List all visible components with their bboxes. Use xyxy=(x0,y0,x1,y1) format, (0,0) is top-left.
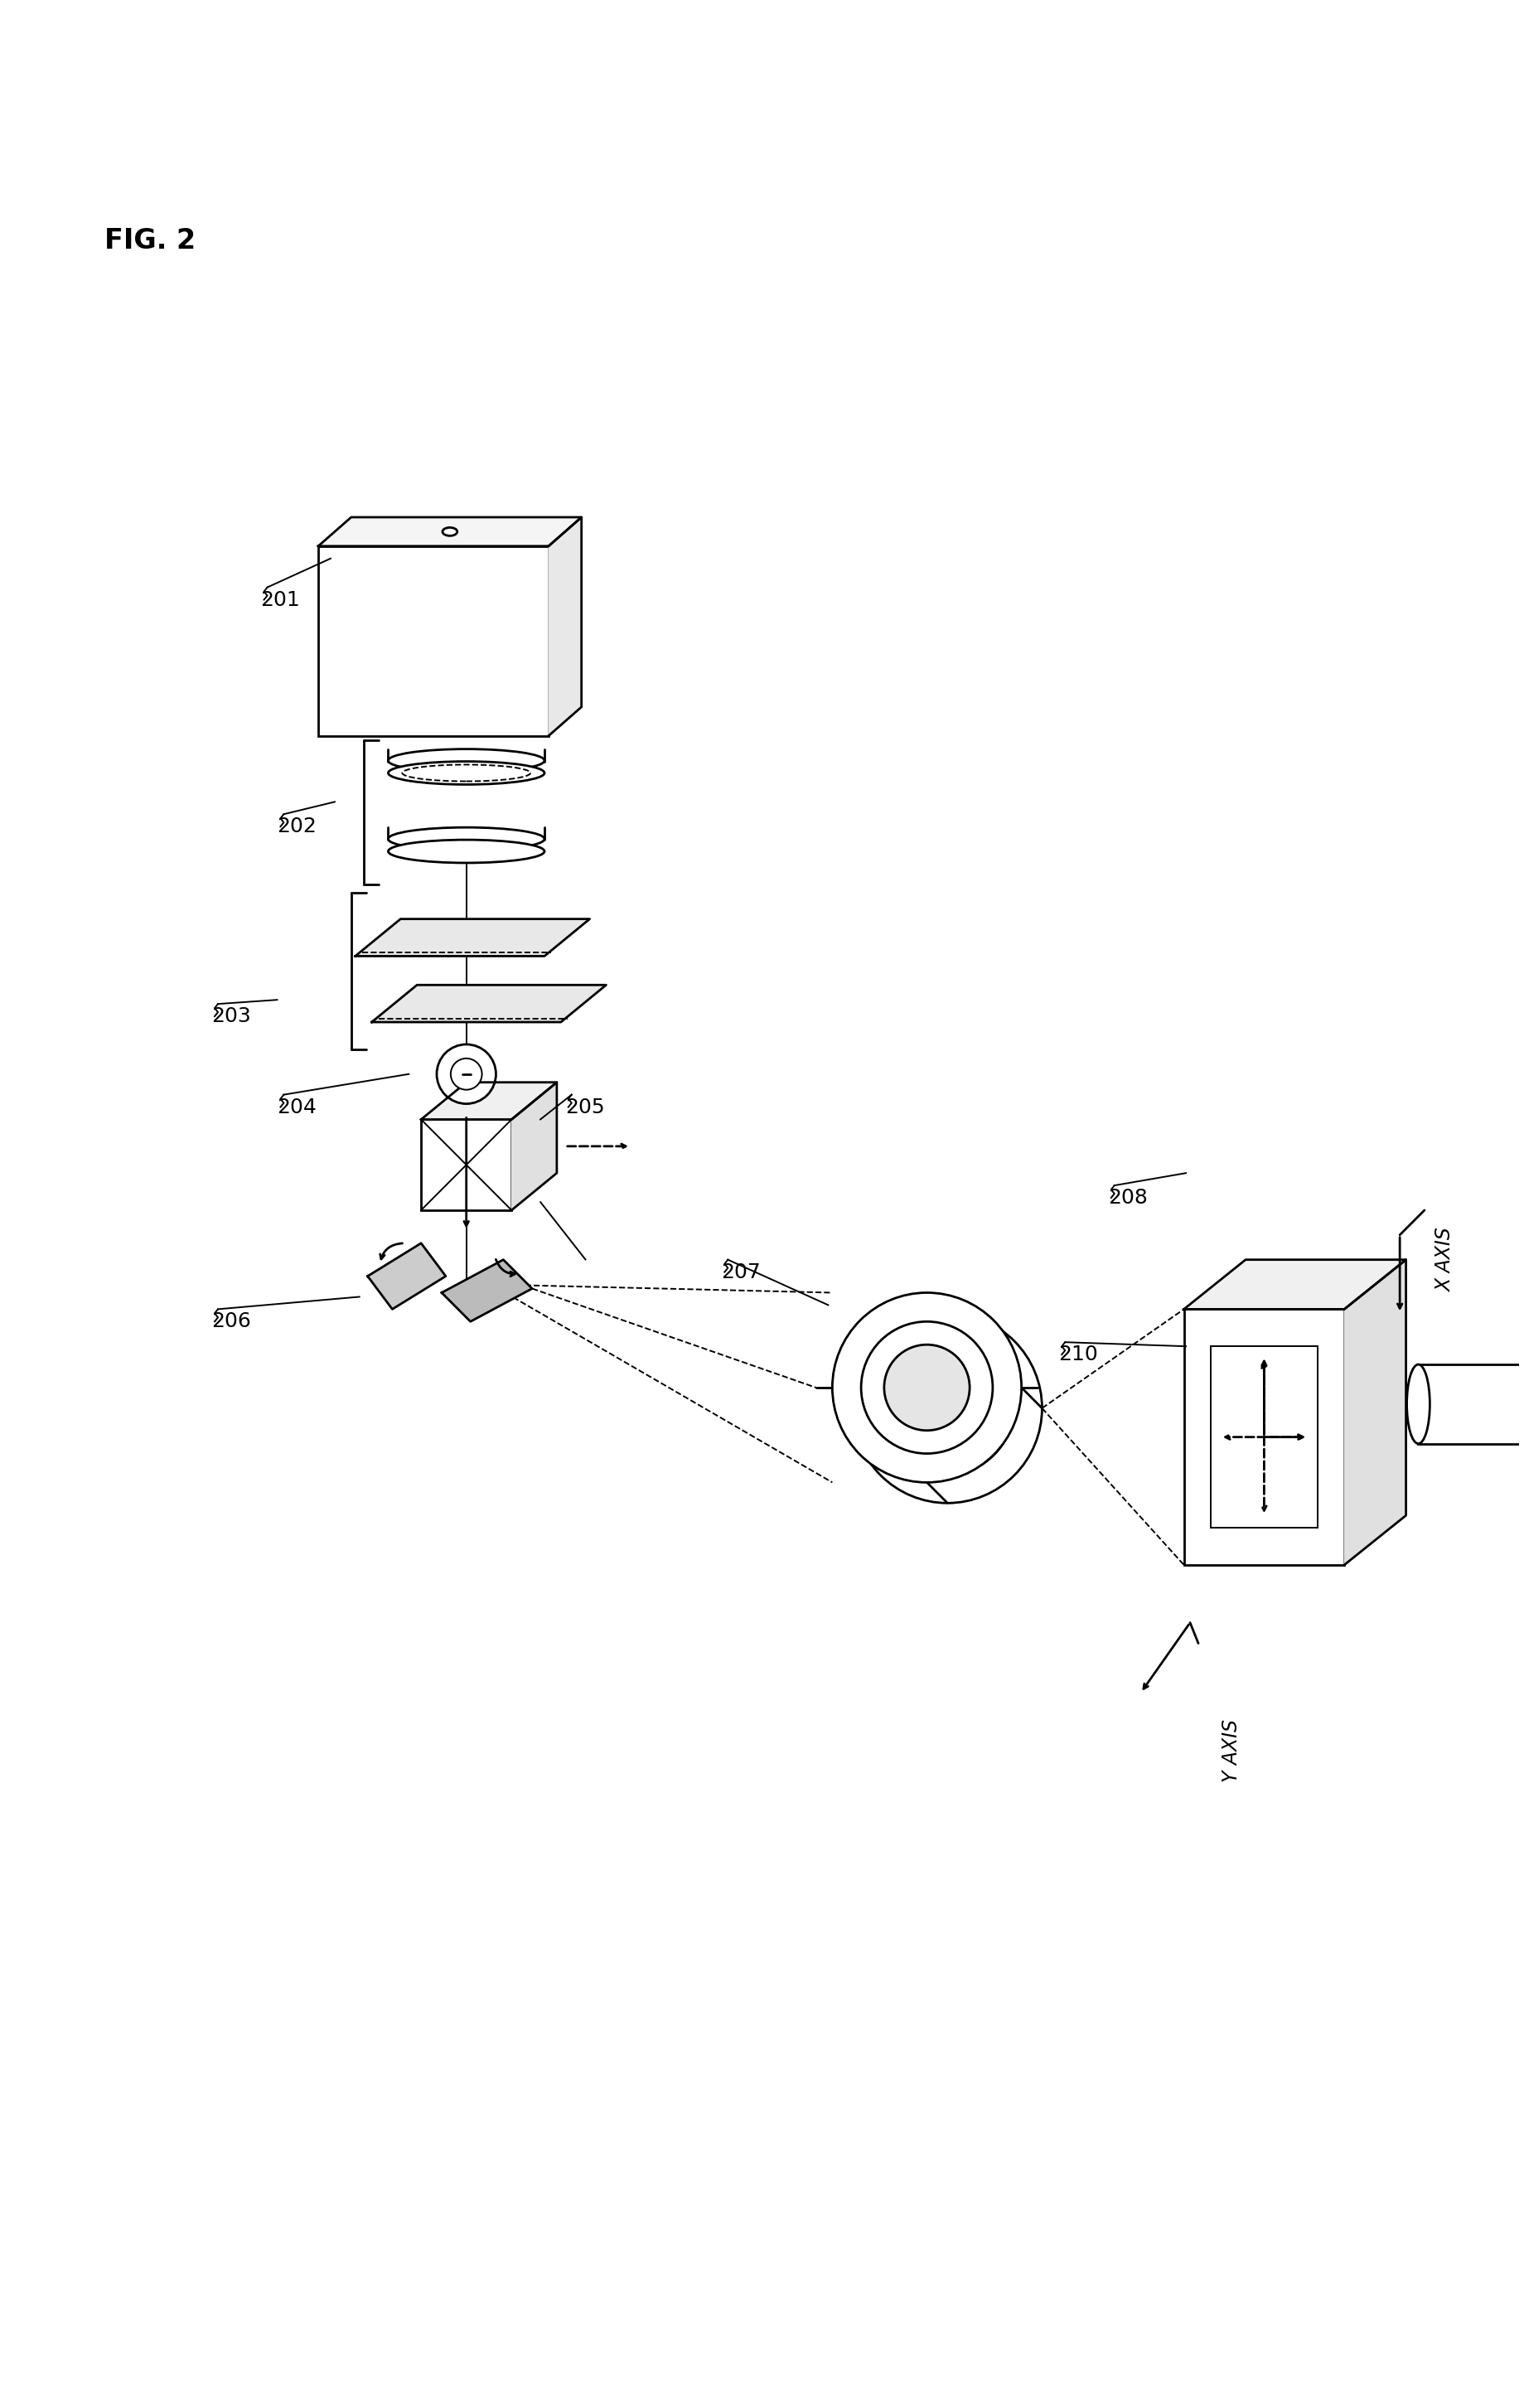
Ellipse shape xyxy=(442,527,457,537)
Text: Y AXIS: Y AXIS xyxy=(1221,1719,1241,1782)
Bar xyxy=(319,547,549,737)
Bar xyxy=(1210,1346,1317,1527)
Ellipse shape xyxy=(861,1322,992,1454)
Text: 206: 206 xyxy=(212,1312,251,1332)
Polygon shape xyxy=(319,518,581,547)
Polygon shape xyxy=(511,1081,556,1211)
Bar xyxy=(1183,1310,1344,1565)
Ellipse shape xyxy=(389,840,544,862)
Text: 201: 201 xyxy=(261,590,300,609)
Polygon shape xyxy=(367,1243,445,1310)
Text: 208: 208 xyxy=(1108,1187,1148,1209)
Polygon shape xyxy=(1344,1259,1405,1565)
Ellipse shape xyxy=(389,761,544,785)
Text: 204: 204 xyxy=(277,1098,317,1117)
Text: 205: 205 xyxy=(565,1098,604,1117)
Polygon shape xyxy=(1183,1259,1405,1310)
Text: 203: 203 xyxy=(212,1007,251,1026)
Text: FIG. 2: FIG. 2 xyxy=(104,226,195,255)
Polygon shape xyxy=(549,518,581,737)
Text: 207: 207 xyxy=(721,1262,760,1281)
Ellipse shape xyxy=(832,1293,1021,1483)
Ellipse shape xyxy=(436,1045,495,1103)
Text: X AXIS: X AXIS xyxy=(1434,1228,1454,1293)
Bar xyxy=(421,1120,511,1211)
Bar xyxy=(1417,1365,1524,1445)
Ellipse shape xyxy=(884,1344,969,1430)
Text: 210: 210 xyxy=(1058,1344,1097,1365)
Ellipse shape xyxy=(451,1060,482,1091)
Ellipse shape xyxy=(389,749,544,773)
Ellipse shape xyxy=(1407,1365,1430,1445)
Polygon shape xyxy=(372,985,607,1021)
Text: 202: 202 xyxy=(277,816,317,836)
Polygon shape xyxy=(355,920,590,956)
Polygon shape xyxy=(442,1259,532,1322)
Ellipse shape xyxy=(389,828,544,850)
Polygon shape xyxy=(421,1081,556,1120)
